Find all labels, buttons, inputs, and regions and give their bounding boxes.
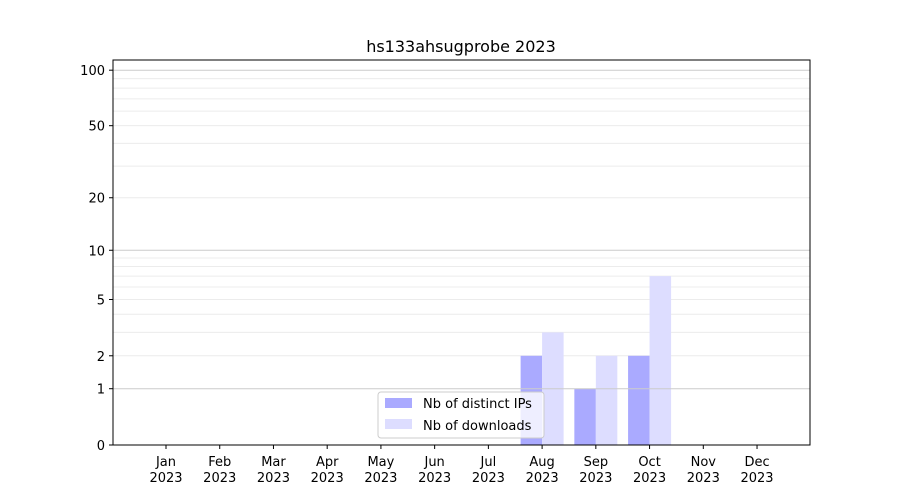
x-tick-label: 2023 bbox=[364, 471, 397, 486]
x-tick-label: 2023 bbox=[203, 471, 236, 486]
legend-swatch-downloads bbox=[385, 419, 412, 429]
y-tick-label: 1 bbox=[97, 383, 105, 398]
x-tick-label: Jan bbox=[155, 455, 176, 470]
x-tick-label: 2023 bbox=[633, 471, 666, 486]
x-tick-label: 2023 bbox=[257, 471, 290, 486]
x-tick-label: Jun bbox=[423, 455, 444, 470]
y-tick-label: 2 bbox=[97, 350, 105, 365]
x-tick-label: Oct bbox=[638, 455, 660, 470]
x-tick-label: Jul bbox=[480, 455, 497, 470]
legend: Nb of distinct IPs Nb of downloads bbox=[377, 391, 545, 439]
legend-label-ips: Nb of distinct IPs bbox=[423, 397, 532, 412]
chart-title: hs133ahsugprobe 2023 bbox=[366, 37, 556, 56]
x-tick-label: 2023 bbox=[526, 471, 559, 486]
x-tick-label: Dec bbox=[744, 455, 769, 470]
x-tick-label: Aug bbox=[529, 455, 554, 470]
x-tick-label: 2023 bbox=[311, 471, 344, 486]
y-axis: 0 1 2 5 10 20 50 100 bbox=[80, 64, 113, 454]
x-tick-label: Feb bbox=[208, 455, 231, 470]
x-tick-label: Apr bbox=[316, 455, 339, 470]
legend-box bbox=[377, 391, 545, 439]
x-tick-label: 2023 bbox=[472, 471, 505, 486]
major-grid bbox=[113, 69, 810, 390]
x-tick-label: 2023 bbox=[418, 471, 451, 486]
y-tick-label: 0 bbox=[97, 439, 105, 454]
x-tick-label: 2023 bbox=[740, 471, 773, 486]
y-tick-label: 100 bbox=[80, 64, 105, 79]
grid bbox=[113, 78, 810, 357]
y-tick-label: 50 bbox=[88, 120, 105, 135]
x-axis: Jan2023Feb2023Mar2023Apr2023May2023Jun20… bbox=[149, 445, 774, 486]
bar-downloads bbox=[595, 355, 618, 445]
legend-swatch-ips bbox=[385, 398, 412, 408]
x-tick-label: 2023 bbox=[149, 471, 182, 486]
bar-downloads bbox=[649, 276, 672, 445]
x-tick-label: Mar bbox=[261, 455, 286, 470]
bar-distinct-ips bbox=[574, 388, 596, 445]
x-tick-label: 2023 bbox=[579, 471, 612, 486]
x-tick-label: Nov bbox=[691, 455, 717, 470]
legend-label-downloads: Nb of downloads bbox=[423, 419, 532, 434]
plot-frame bbox=[112, 59, 811, 446]
y-tick-label: 20 bbox=[88, 192, 105, 207]
x-tick-label: Sep bbox=[584, 455, 609, 470]
y-tick-label: 5 bbox=[97, 293, 105, 308]
bar-distinct-ips bbox=[628, 355, 650, 445]
y-tick-label: 10 bbox=[88, 244, 105, 259]
x-tick-label: 2023 bbox=[687, 471, 720, 486]
x-tick-label: May bbox=[367, 455, 394, 470]
